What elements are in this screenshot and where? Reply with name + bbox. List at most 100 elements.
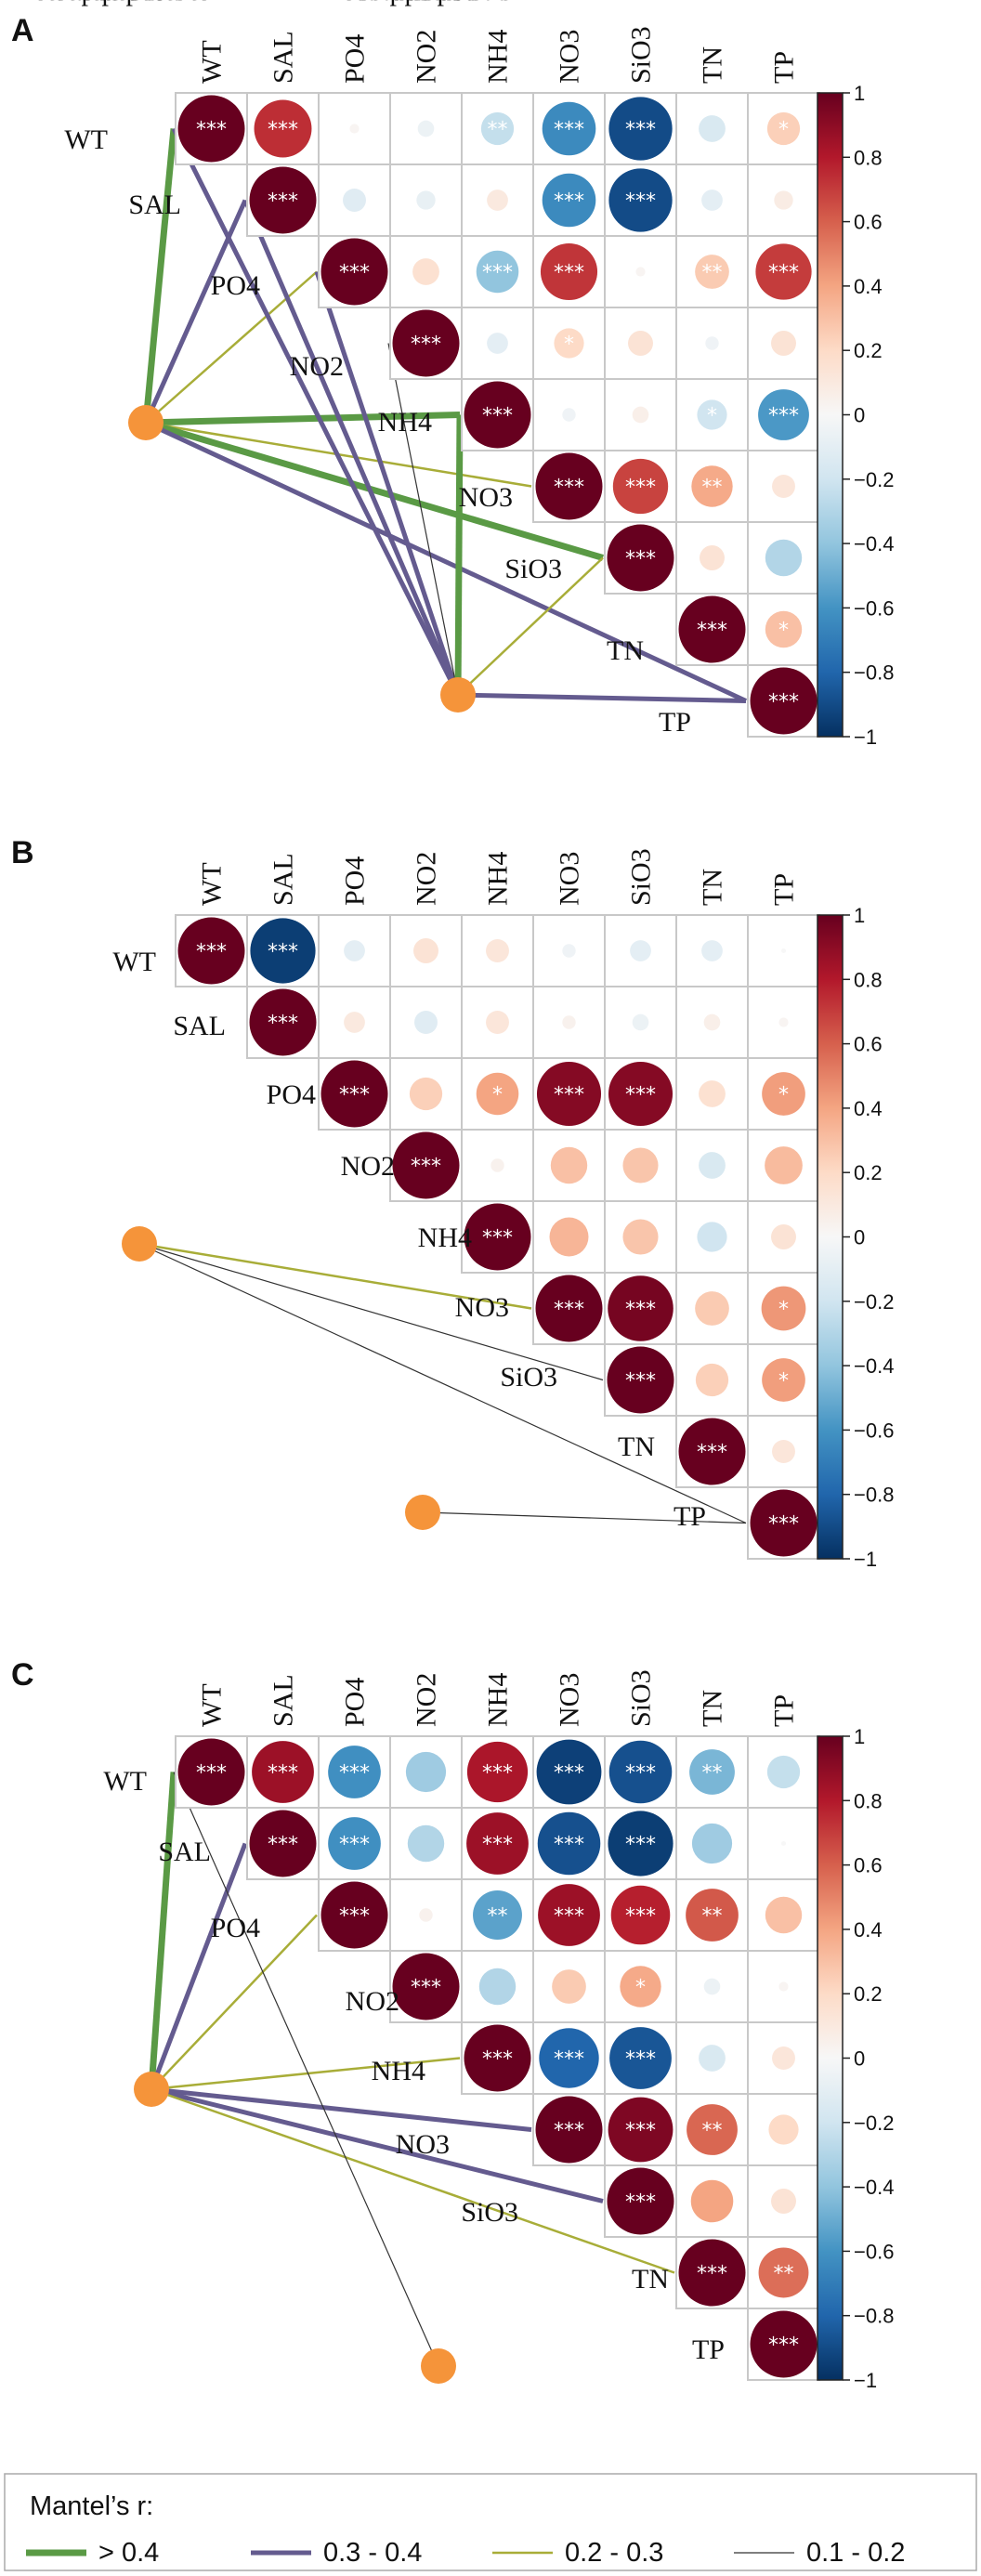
sig-wt-nh4: ***: [482, 1762, 513, 1785]
col-header-wt: WT: [197, 1683, 228, 1727]
col-header-tp: TP: [769, 51, 800, 84]
mantel-link-no3-taxonomic: [150, 2086, 532, 2132]
functional-label: Functionalcomposition: [342, 0, 479, 7]
mantel-link-sal-taxonomic: [149, 1842, 248, 2090]
mantel-link-po4-taxonomic: [150, 1914, 318, 2090]
corr-circle-nh4-sio3: [609, 2027, 672, 2089]
sig-wt-sio3: ***: [625, 1762, 656, 1785]
colorbar-tick-label: 0.6: [854, 211, 883, 234]
col-header-tn: TN: [698, 869, 728, 906]
corr-circle-sal-tp: [778, 1017, 789, 1027]
corr-circle-nh4-no3: [562, 408, 576, 422]
corr-circle-nh4-tp: [771, 1224, 796, 1249]
colorbar-tick-label: −1: [854, 2369, 877, 2392]
corr-circle-tn-tn: [678, 2239, 746, 2307]
sig-wt-sal: ***: [268, 119, 298, 142]
corr-circle-wt-tp: [781, 948, 786, 953]
corr-circle-no2-no2: [392, 1953, 460, 2020]
sig-sio3-tp: *: [778, 1370, 789, 1393]
corr-circle-tn-tp: [772, 1440, 795, 1463]
col-header-no3: NO3: [555, 30, 585, 84]
mantel-link-po4-functional: [314, 270, 461, 696]
row-label-no2: NO2: [341, 1151, 395, 1182]
corr-circle-wt-sio3: [608, 1740, 673, 1804]
corr-circle-sal-nh4: [487, 190, 508, 211]
corr-circle-sal-po4: [343, 189, 366, 212]
corr-circle-sio3-sio3: [607, 1346, 674, 1414]
sig-sal-sal: ***: [268, 1013, 298, 1036]
panel-label-c: C: [11, 1657, 34, 1693]
sig-po4-nh4: ***: [482, 262, 513, 285]
corr-circle-no2-no2: [392, 1131, 460, 1199]
mantel-link-tp-taxonomic: [138, 1243, 747, 1524]
row-label-wt: WT: [103, 1766, 147, 1797]
sig-no3-no3: ***: [554, 1299, 584, 1322]
corr-circle-sal-tp: [774, 190, 793, 210]
corr-circle-sio3-tp: [765, 539, 803, 577]
sig-po4-sio3: ***: [625, 1905, 656, 1929]
sig-po4-tn: **: [702, 262, 723, 285]
row-label-nh4: NH4: [372, 2056, 425, 2086]
corr-circle-no3-sio3: [608, 2097, 674, 2163]
corr-circle-sal-tn: [701, 190, 723, 211]
sig-po4-no3: ***: [554, 1905, 584, 1929]
corr-circle-no2-tp: [778, 1981, 789, 1992]
sig-tn-tn: ***: [697, 2263, 727, 2286]
corr-circle-nh4-nh4: [464, 2024, 531, 2092]
colorbar-tick-label: 0.6: [854, 1033, 883, 1056]
corr-circle-wt-no2: [417, 120, 435, 137]
corr-circle-no2-sio3: [628, 331, 653, 356]
corr-circle-wt-wt: [177, 917, 245, 985]
corr-circle-sio3-tp: [762, 1358, 805, 1402]
colorbar-tick-label: 0.8: [854, 968, 883, 991]
corr-circle-tn-tn: [678, 1418, 746, 1485]
panel-label-b: B: [11, 835, 34, 870]
corr-circle-no2-no3: [552, 1969, 586, 2004]
row-label-tp: TP: [659, 707, 691, 738]
mantel-link-tp-functional: [422, 1511, 747, 1524]
corr-circle-sal-nh4: [466, 1812, 529, 1875]
col-header-sio3: SiO3: [626, 1669, 657, 1727]
corr-circle-po4-tp: [755, 243, 812, 300]
corr-circle-sal-sal: [249, 988, 317, 1056]
sig-sio3-sio3: ***: [625, 1370, 656, 1393]
corr-circle-wt-sio3: [608, 97, 673, 161]
row-label-tn: TN: [632, 2264, 669, 2295]
row-label-po4: PO4: [211, 270, 260, 301]
mantel-link-wt-functional: [171, 127, 461, 697]
row-label-sio3: SiO3: [500, 1362, 557, 1393]
colorbar-tick-label: 0.8: [854, 1789, 883, 1812]
colorbar-tick-label: 0.2: [854, 1161, 883, 1184]
corr-circle-no3-no3: [535, 2096, 603, 2164]
sig-no2-no2: ***: [411, 1977, 441, 2000]
sig-no3-sio3: ***: [625, 2120, 656, 2143]
row-label-sal: SAL: [158, 1837, 211, 1867]
col-header-po4: PO4: [340, 34, 371, 84]
corr-circle-po4-sio3: [608, 1061, 674, 1127]
corr-circle-po4-po4: [320, 1881, 388, 1949]
sig-wt-nh4: **: [488, 119, 508, 142]
colorbar-tick-label: −0.8: [854, 661, 894, 685]
colorbar-tick-label: −0.4: [854, 2176, 894, 2199]
col-header-no2: NO2: [412, 1673, 442, 1727]
cell-wt-tn: [675, 1735, 749, 1809]
sig-po4-po4: ***: [339, 262, 370, 285]
colorbar-tick-label: −1: [854, 726, 877, 749]
corr-circle-wt-nh4: [480, 111, 515, 146]
corr-circle-po4-no3: [540, 242, 598, 301]
sig-no3-sio3: ***: [625, 477, 656, 500]
corr-circle-po4-no3: [536, 1061, 602, 1127]
taxonomic-label: Taxonomiccomposition: [54, 0, 191, 7]
corr-circle-sal-po4: [328, 1817, 381, 1870]
row-label-nh4: NH4: [418, 1223, 472, 1253]
corr-circle-wt-sal: [254, 99, 312, 158]
corr-circle-sal-tn: [691, 1823, 733, 1864]
corr-circle-no2-no2: [392, 309, 460, 377]
corr-circle-wt-no2: [405, 1751, 447, 1793]
labels-layer: A Taxonomiccomposition Functionalcompositi…: [11, 0, 800, 2384]
corr-circle-sal-no3: [562, 1015, 576, 1029]
corr-circle-no2-nh4: [487, 333, 508, 354]
colorbar-tick-label: −0.8: [854, 2305, 894, 2328]
corr-circle-wt-nh4: [486, 939, 509, 962]
functional-node: [405, 1495, 440, 1530]
